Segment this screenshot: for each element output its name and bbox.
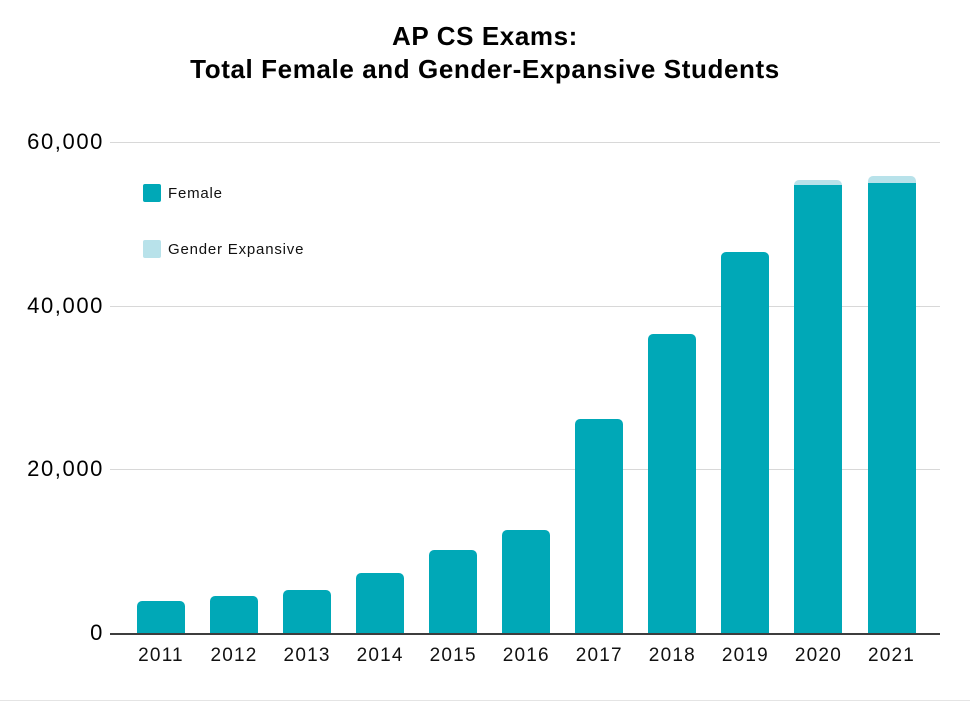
bar-2016-female-segment [502, 529, 551, 633]
bar-2020-female-segment [794, 184, 843, 633]
bar-2013-female-segment [283, 589, 332, 633]
x-axis-label-2012: 2012 [210, 645, 258, 666]
bar-2021-gender-expansive-segment [867, 176, 916, 183]
bar-2017-female-segment [575, 418, 624, 633]
gridline-40000 [110, 305, 940, 307]
x-axis-label-2020: 2020 [794, 645, 842, 666]
gender-expansive-swatch-icon [143, 240, 161, 258]
bar-2011-female-segment [137, 601, 185, 633]
bar-2019-female-segment [721, 251, 770, 633]
x-axis-label-2014: 2014 [356, 645, 404, 666]
bar-2013 [283, 589, 332, 633]
bar-2020-gender-expansive-segment [794, 180, 843, 185]
y-axis-label-0: 0 [90, 620, 104, 645]
x-axis-line [110, 633, 940, 635]
bar-2015-female-segment [429, 550, 478, 633]
x-axis-label-2011: 2011 [138, 645, 184, 666]
chart-title: AP CS Exams: Total Female and Gender-Exp… [0, 20, 970, 86]
y-axis-label-20000: 20,000 [27, 456, 104, 482]
bar-2021 [867, 176, 916, 633]
x-axis-label-2021: 2021 [867, 645, 916, 666]
bar-2011 [137, 601, 185, 633]
x-axis-label-2013: 2013 [283, 645, 331, 666]
legend-item-female: Female [143, 184, 304, 202]
legend-label-female: Female [168, 184, 223, 202]
x-axis-label-2016: 2016 [502, 645, 550, 666]
chart-title-line-1: AP CS Exams: [392, 21, 578, 51]
bar-2016 [502, 529, 551, 633]
bar-2014-female-segment [356, 573, 405, 633]
bar-2019 [721, 251, 770, 633]
x-axis-label-2015: 2015 [429, 645, 477, 666]
y-axis-label-40000: 40,000 [27, 292, 104, 318]
x-axis-label-2017: 2017 [575, 645, 623, 666]
x-axis-label-2019: 2019 [721, 645, 769, 666]
x-axis-label-2018: 2018 [648, 645, 696, 666]
y-axis-label-60000: 60,000 [27, 129, 104, 154]
legend-label-gender-expansive: Gender Expansive [168, 240, 305, 258]
bar-2018-female-segment [648, 333, 697, 633]
female-swatch-icon [143, 184, 161, 202]
bar-2020 [794, 180, 843, 633]
bar-2012 [210, 596, 259, 633]
gridline-60000 [110, 142, 940, 143]
bar-2012-female-segment [210, 596, 259, 633]
gridline-20000 [110, 469, 940, 471]
bar-2015 [429, 550, 478, 633]
chart-legend: Female Gender Expansive [143, 184, 304, 296]
bar-2021-female-segment [867, 182, 916, 633]
bar-2014 [356, 573, 405, 633]
bar-2017 [575, 418, 624, 633]
bar-2018 [648, 333, 697, 633]
legend-item-gender-expansive: Gender Expansive [143, 240, 304, 258]
chart-title-line-2: Total Female and Gender-Expansive Studen… [190, 54, 780, 84]
